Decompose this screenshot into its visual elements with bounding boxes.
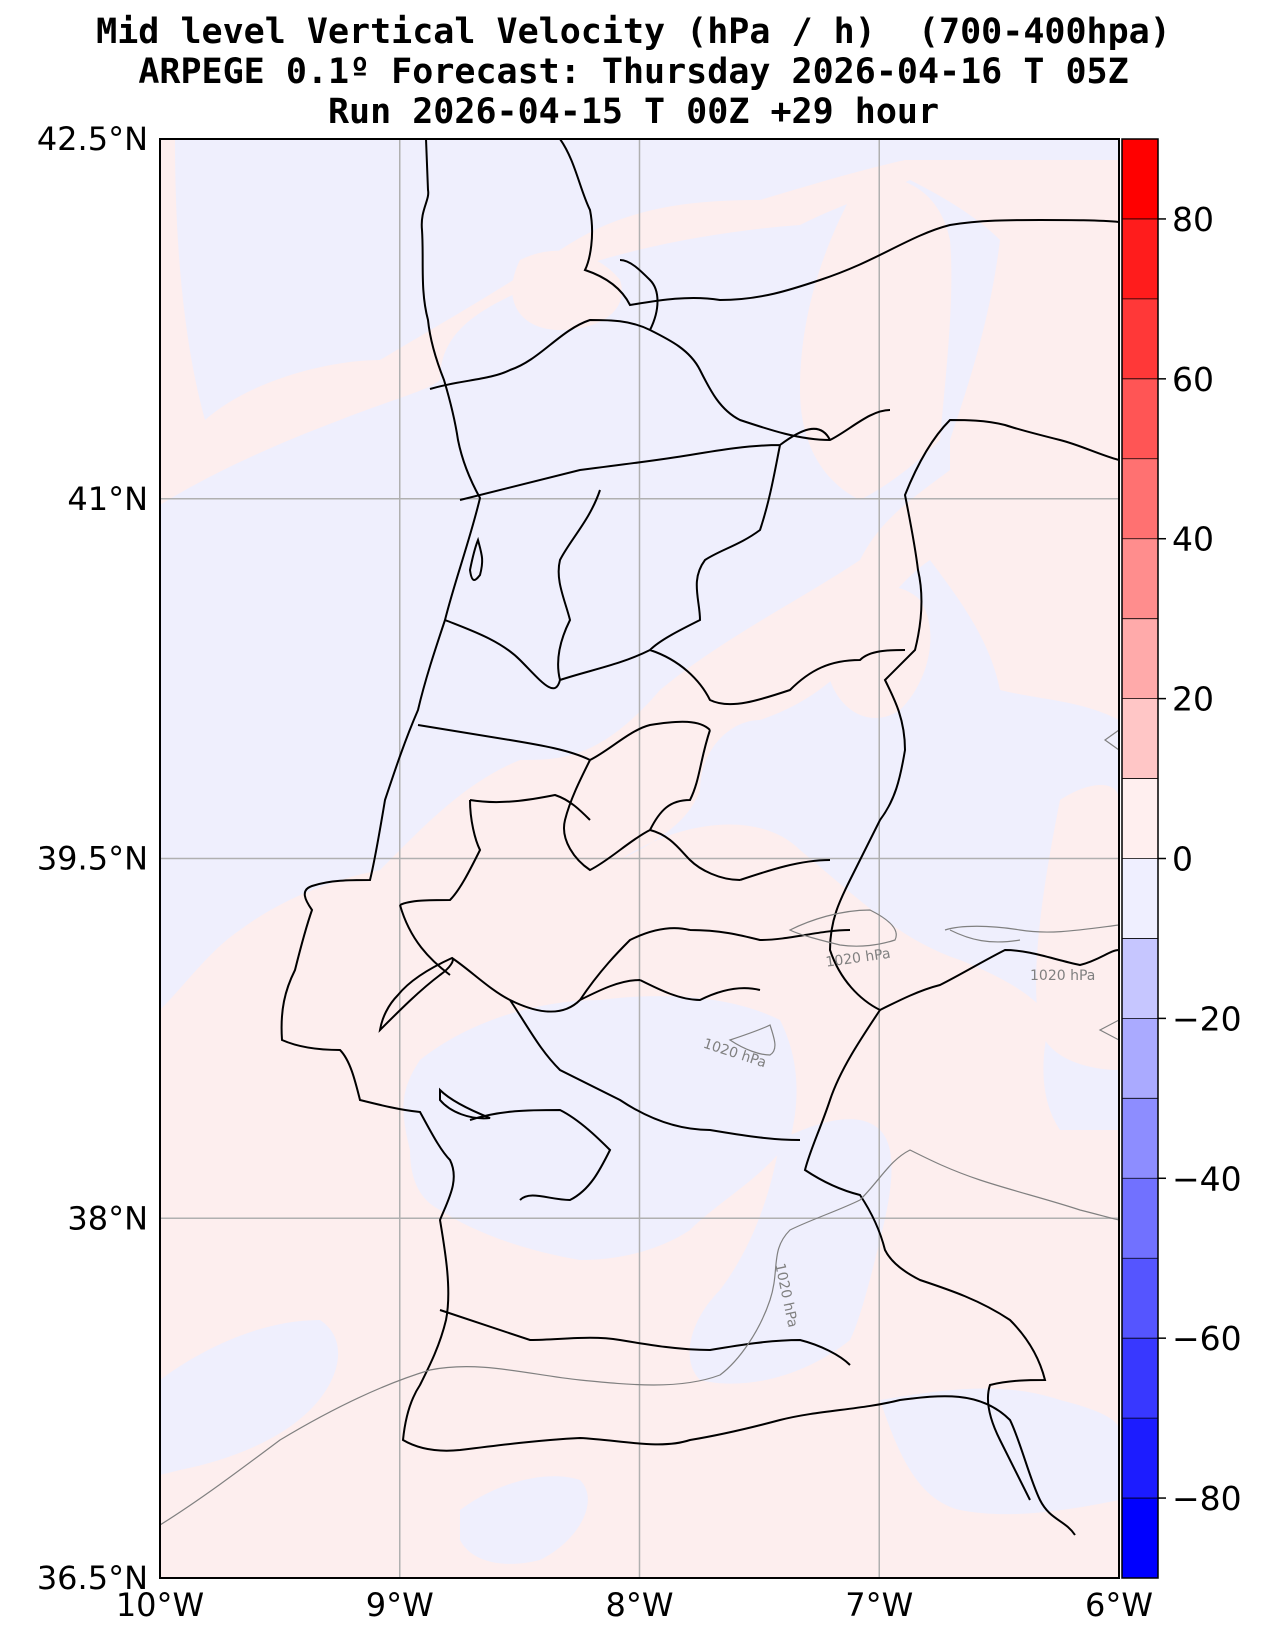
lat-tick-label: 39.5°N	[37, 840, 148, 878]
colorbar-block	[1122, 1338, 1158, 1419]
gridlines	[160, 139, 1119, 1578]
colorbar-tick-label: 0	[1172, 840, 1193, 879]
colorbar-block	[1122, 698, 1158, 779]
colorbar-block	[1122, 618, 1158, 699]
coastline-and-borders	[280, 139, 1119, 1536]
lat-tick-label: 36.5°N	[37, 1559, 148, 1597]
field-negative-area-southwest	[160, 1320, 339, 1475]
district-borders-centre	[399, 720, 831, 906]
lon-tick-label: 8°W	[606, 1586, 674, 1624]
colorbar-block	[1122, 778, 1158, 859]
border-spain-guadiana	[803, 1009, 1047, 1501]
field-positive-patch-east	[1036, 785, 1119, 1070]
ria-aveiro	[468, 536, 484, 581]
lat-tick-label: 38°N	[67, 1199, 148, 1237]
colorbar-block	[1122, 139, 1158, 219]
pressure-contour-label-2: 1020 hPa	[1030, 968, 1095, 984]
lon-tick-label: 9°W	[366, 1586, 434, 1624]
colorbar-tick-label: −20	[1172, 999, 1242, 1038]
field-negative-area-centre	[620, 560, 1119, 1130]
colorbar-block	[1122, 1418, 1158, 1499]
field-negative-area-west-offshore	[160, 180, 1000, 1010]
map-panel: 1020 hPa 1020 hPa 1020 hPa 1020 hPa	[159, 138, 1120, 1579]
title-line-2: ARPEGE 0.1º Forecast: Thursday 2026-04-1…	[138, 52, 1129, 92]
field-positive-patch-north	[512, 250, 622, 330]
estuary-sado	[439, 1087, 491, 1120]
pressure-contour-line-centre	[788, 909, 897, 947]
colorbar-tick-label: 60	[1172, 360, 1214, 399]
colorbar-block	[1122, 298, 1158, 379]
colorbar-tick-label: −40	[1172, 1159, 1242, 1198]
lon-tick-label: 10°W	[116, 1586, 204, 1624]
border-spain-east	[828, 418, 1119, 1012]
district-borders-north	[429, 259, 906, 706]
colorbar-tick-label: 40	[1172, 520, 1214, 559]
lon-tick-label: 6°W	[1085, 1586, 1153, 1624]
colorbar: 80 60 40 20 0 −20 −40 −60 −80	[1121, 138, 1242, 1579]
lat-tick-label: 41°N	[67, 480, 148, 518]
field-positive-patch-northeast	[800, 177, 952, 500]
colorbar-block	[1122, 1098, 1158, 1179]
colorbar-block	[1122, 1178, 1158, 1259]
field-negative-area-southeast	[689, 1119, 892, 1384]
field-negative-area-south	[403, 996, 797, 1260]
lon-tick-label: 7°W	[845, 1586, 913, 1624]
colorbar-ticks: 80 60 40 20 0 −20 −40 −60 −80	[1158, 200, 1242, 1518]
field-positive-patches	[512, 177, 1119, 1070]
field-negative-area-far-southeast	[880, 1388, 1119, 1515]
colorbar-block	[1122, 218, 1158, 299]
colorbar-block	[1122, 1498, 1158, 1578]
longitude-tick-labels: 10°W 9°W 8°W 7°W 6°W	[116, 1586, 1153, 1624]
colorbar-block	[1122, 378, 1158, 459]
pressure-contour-line-small-east	[1098, 1019, 1119, 1041]
colorbar-block	[1122, 458, 1158, 539]
colorbar-tick-label: −80	[1172, 1479, 1242, 1518]
field-negative-areas	[160, 139, 1119, 1564]
border-spain-north	[559, 139, 1119, 307]
pressure-contour-line-northeast	[1103, 729, 1119, 751]
map-frame	[159, 138, 1120, 1579]
colorbar-block	[1122, 1018, 1158, 1099]
colorbar-block	[1122, 1258, 1158, 1339]
colorbar-tick-label: 20	[1172, 680, 1214, 719]
colorbar-block	[1122, 538, 1158, 619]
colorbar-tick-label: 80	[1172, 200, 1214, 239]
pressure-contour-line-small	[728, 1024, 776, 1056]
title-line-1: Mid level Vertical Velocity (hPa / h) (7…	[96, 12, 1171, 52]
lat-tick-label: 42.5°N	[37, 120, 148, 158]
colorbar-block	[1122, 938, 1158, 1019]
colorbar-blocks	[1122, 139, 1158, 1578]
district-borders-south	[399, 904, 851, 1366]
latitude-tick-labels: 42.5°N 41°N 39.5°N 38°N 36.5°N	[37, 120, 148, 1597]
title-line-3: Run 2026-04-15 T 00Z +29 hour	[327, 92, 940, 132]
pressure-contour-line-east	[944, 924, 1119, 943]
colorbar-block	[1122, 858, 1158, 939]
pressure-contour-line-southwest	[160, 1149, 1119, 1526]
coastline	[280, 139, 1076, 1536]
colorbar-tick-label: −60	[1172, 1319, 1242, 1358]
field-negative-area-south-offshore	[460, 1476, 588, 1564]
